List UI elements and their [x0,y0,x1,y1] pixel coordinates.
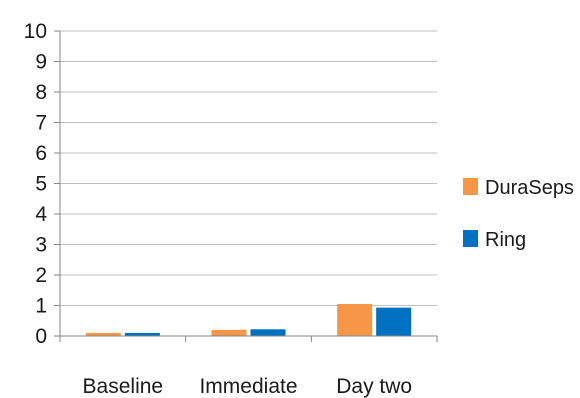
legend-swatch-duraseps [463,178,478,195]
y-tick-label: 9 [35,51,47,74]
y-tick-label: 4 [35,203,47,226]
bars [85,303,412,336]
y-tick-label: 2 [35,264,47,287]
x-category-label: Immediate [199,375,297,398]
x-category-label: Baseline [83,375,164,398]
bar-ring-baseline [124,332,160,336]
bar-duraseps-day-two [337,303,373,336]
y-tick-label: 8 [35,81,47,104]
gridlines [60,30,437,306]
y-tick-label: 6 [35,142,47,165]
y-tick-label: 3 [35,234,47,257]
y-axis-ticks: 0 1 2 3 4 5 6 7 8 9 10 [24,20,60,348]
legend: DuraSeps Ring [463,177,574,251]
y-tick-label: 7 [35,112,47,135]
x-category-label: Day two [336,375,412,398]
legend-label-duraseps: DuraSeps [485,177,574,199]
x-axis-labels: Baseline Immediate Day two [83,375,413,398]
legend-label-ring: Ring [485,229,526,251]
bar-duraseps-baseline [85,332,121,336]
y-tick-label: 5 [35,173,47,196]
bar-duraseps-immediate [211,329,247,336]
y-tick-label: 10 [24,20,47,43]
axes [59,31,438,342]
y-tick-label: 0 [35,325,47,348]
bar-ring-immediate [250,329,286,336]
bar-ring-day-two [376,307,412,336]
legend-swatch-ring [463,230,478,247]
y-tick-label: 1 [35,295,47,318]
